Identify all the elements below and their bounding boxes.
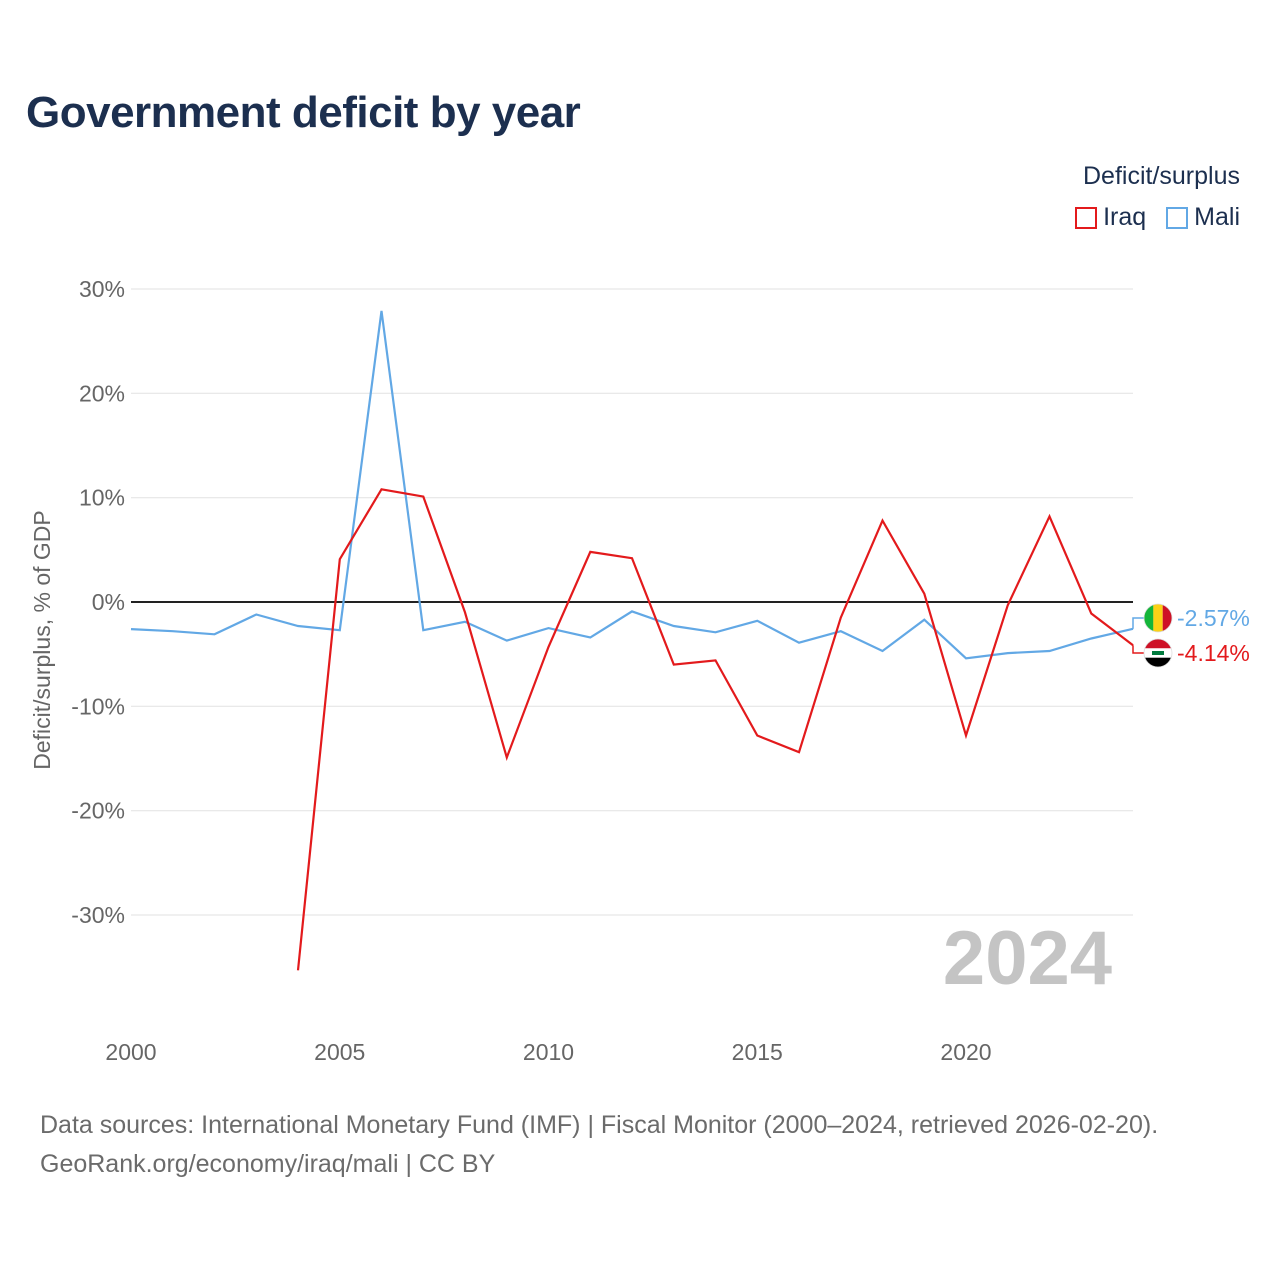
y-tick-label: -30% — [71, 902, 125, 928]
y-tick-label: 20% — [79, 380, 125, 406]
legend: Deficit/surplus Iraq Mali — [1075, 162, 1240, 232]
series-line-iraq — [296, 488, 1134, 971]
flag-outline — [1143, 638, 1173, 668]
flag-stripe — [1144, 657, 1172, 667]
y-tick-label: -10% — [71, 693, 125, 719]
flag-outline — [1143, 603, 1173, 633]
y-axis-label: Deficit/surplus, % of GDP — [29, 510, 55, 769]
footer: Data sources: International Monetary Fun… — [40, 1106, 1158, 1184]
end-value-label-iraq: -4.14% — [1177, 640, 1250, 666]
flag-stripe — [1144, 639, 1172, 649]
y-tick-label: 30% — [79, 276, 125, 302]
y-tick-label: -20% — [71, 798, 125, 824]
legend-item-mali[interactable]: Mali — [1166, 203, 1240, 232]
legend-label-mali: Mali — [1194, 203, 1240, 231]
x-tick-label: 2020 — [940, 1039, 991, 1065]
end-value-label-mali: -2.57% — [1177, 605, 1250, 631]
flag-stripe — [1144, 604, 1154, 632]
y-tick-label: 10% — [79, 485, 125, 511]
flag-stripe — [1162, 604, 1172, 632]
flag-stripe — [1153, 604, 1163, 632]
legend-item-iraq[interactable]: Iraq — [1075, 203, 1146, 232]
end-connector-iraq — [1132, 645, 1144, 654]
iraq-flag-icon — [1143, 638, 1173, 668]
footer-sources: Data sources: International Monetary Fun… — [40, 1111, 1159, 1139]
end-connector-mali — [1132, 617, 1144, 629]
year-watermark: 2024 — [943, 916, 1112, 1001]
legend-title: Deficit/surplus — [1083, 162, 1240, 190]
chart-title: Government deficit by year — [26, 88, 581, 137]
legend-label-iraq: Iraq — [1103, 203, 1147, 231]
legend-swatch-iraq — [1075, 206, 1098, 229]
mali-flag-icon — [1143, 603, 1173, 633]
x-tick-label: 2010 — [523, 1039, 574, 1065]
footer-url[interactable]: GeoRank.org/economy/iraq/mali | CC BY — [40, 1150, 496, 1178]
x-tick-label: 2000 — [105, 1039, 156, 1065]
x-tick-label: 2015 — [732, 1039, 783, 1065]
legend-swatch-mali — [1166, 206, 1189, 229]
y-tick-label: 0% — [92, 589, 125, 615]
flag-emblem — [1152, 651, 1164, 655]
series-line-mali — [130, 310, 1134, 660]
x-tick-label: 2005 — [314, 1039, 365, 1065]
